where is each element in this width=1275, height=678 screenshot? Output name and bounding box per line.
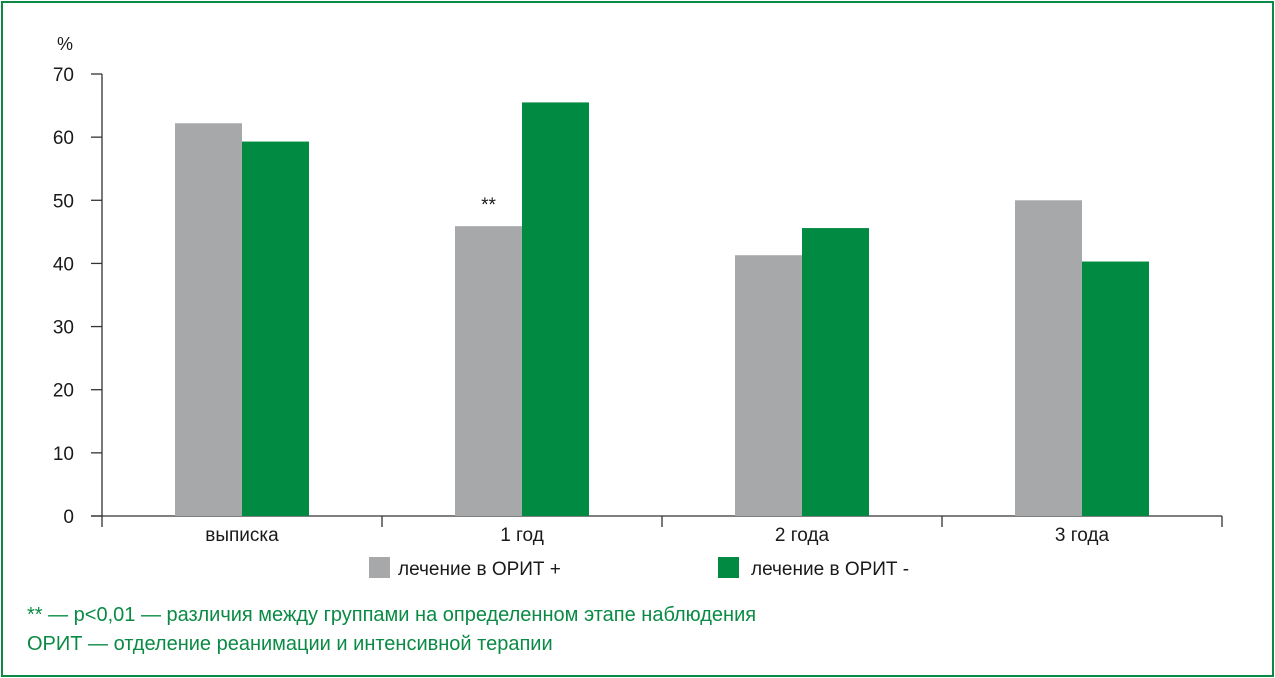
y-tick-label: 70 <box>53 65 74 86</box>
bar-icu-plus <box>175 123 242 516</box>
bar-icu-plus <box>455 226 522 516</box>
footnote-abbreviation: ОРИТ — отделение реанимации и интенсивно… <box>27 633 553 655</box>
y-tick-label: 20 <box>53 381 74 402</box>
legend-swatch <box>718 557 739 578</box>
bar-icu-minus <box>802 228 869 516</box>
legend-swatch <box>369 557 390 578</box>
x-tick-label: выписка <box>205 525 279 546</box>
y-tick-label: 30 <box>53 318 74 339</box>
y-tick-label: 50 <box>53 191 74 212</box>
x-tick-label: 2 года <box>775 525 830 546</box>
legend: лечение в ОРИТ + лечение в ОРИТ - <box>369 557 909 580</box>
y-axis-label: % <box>57 34 73 54</box>
y-tick-label: 60 <box>53 128 74 149</box>
bar-icu-minus <box>522 102 589 517</box>
bar-icu-minus <box>242 141 309 516</box>
legend-label: лечение в ОРИТ + <box>398 559 561 580</box>
y-tick-label: 10 <box>53 444 74 465</box>
footnote-significance: ** — p<0,01 — различия между группами на… <box>27 604 757 626</box>
x-tick-label: 3 года <box>1055 525 1110 546</box>
bars <box>175 102 1149 517</box>
bar-icu-plus <box>1015 200 1082 517</box>
bar-icu-plus <box>735 255 802 516</box>
significance-annotation: ** <box>481 195 496 216</box>
y-tick-label: 0 <box>63 507 74 528</box>
footnotes: ** — p<0,01 — различия между группами на… <box>27 601 756 659</box>
legend-label: лечение в ОРИТ - <box>751 559 909 580</box>
bar-icu-minus <box>1082 261 1149 516</box>
x-tick-label: 1 год <box>500 525 544 546</box>
y-tick-label: 40 <box>53 254 74 275</box>
labels: 0 10 20 30 40 50 60 70% выписка 1 год 2 года 3 года… <box>53 34 1110 546</box>
